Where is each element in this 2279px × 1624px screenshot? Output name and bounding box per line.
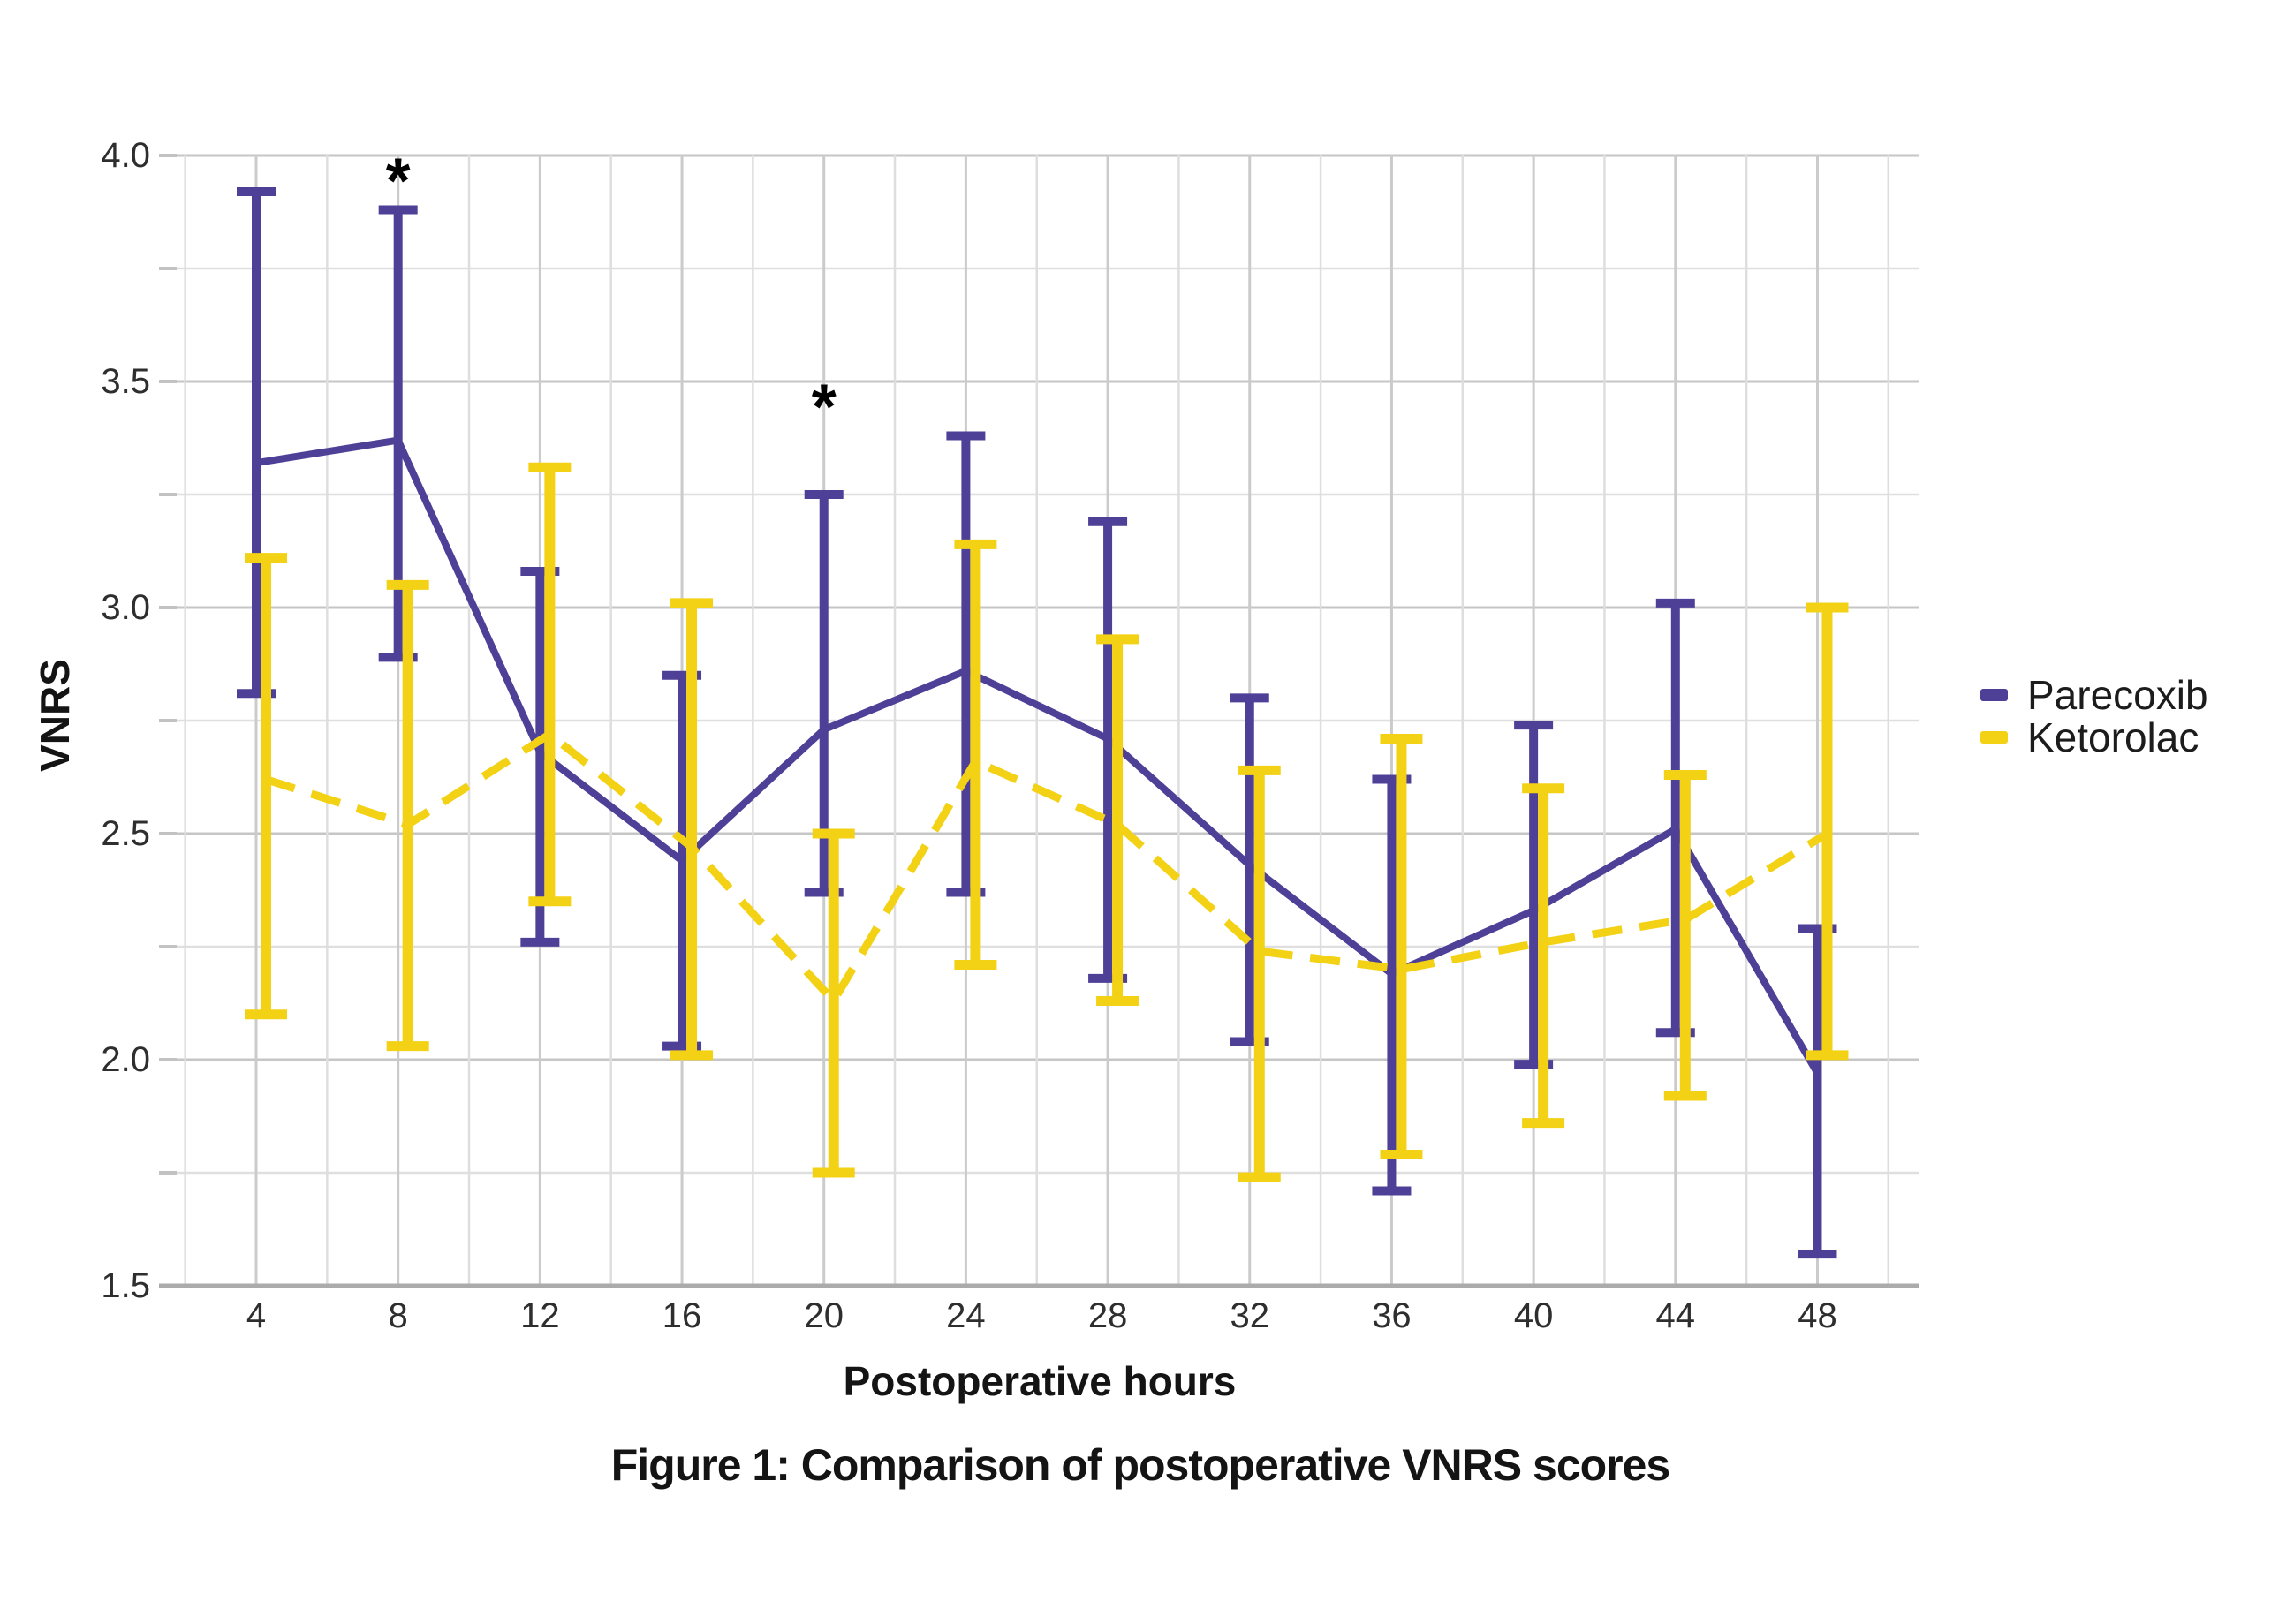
legend: Parecoxib Ketorolac bbox=[1980, 672, 2208, 760]
x-tick-label: 12 bbox=[520, 1296, 560, 1335]
y-tick-label: 1.5 bbox=[101, 1266, 150, 1305]
y-axis-title: VNRS bbox=[32, 659, 78, 772]
grid bbox=[177, 154, 1919, 1286]
x-tick-label: 8 bbox=[389, 1296, 408, 1335]
figure-caption: Figure 1: Comparison of postoperative VN… bbox=[611, 1440, 1670, 1490]
legend-label-ketorolac: Ketorolac bbox=[2027, 714, 2199, 760]
x-tick-label: 40 bbox=[1514, 1296, 1554, 1335]
x-tick-label: 4 bbox=[246, 1296, 266, 1335]
x-tick-label: 28 bbox=[1088, 1296, 1128, 1335]
axes: 4.03.53.02.52.01.54 8 12 16 20 24 28 32 36 40 44 48 bbox=[101, 136, 1919, 1335]
y-tick-label: 2.5 bbox=[101, 814, 150, 853]
legend-swatch-parecoxib bbox=[1980, 689, 2008, 701]
y-tick-label: 4.0 bbox=[101, 136, 150, 175]
x-tick-label: 16 bbox=[662, 1296, 702, 1335]
x-tick-label: 24 bbox=[946, 1296, 986, 1335]
y-tick-label: 2.0 bbox=[101, 1040, 150, 1079]
x-axis-title: Postoperative hours bbox=[844, 1358, 1237, 1404]
y-tick-label: 3.5 bbox=[101, 362, 150, 401]
x-tick-label: 36 bbox=[1372, 1296, 1412, 1335]
ketorolac-line bbox=[264, 729, 1829, 1005]
parecoxib-line bbox=[255, 436, 1821, 1076]
series bbox=[237, 186, 1849, 1259]
x-tick-label: 48 bbox=[1798, 1296, 1837, 1335]
significance-markers: ** bbox=[386, 146, 837, 442]
parecoxib-series bbox=[237, 186, 1837, 1259]
x-tick-label: 32 bbox=[1230, 1296, 1270, 1335]
significance-asterisk: * bbox=[812, 372, 837, 442]
x-tick-label: 20 bbox=[804, 1296, 844, 1335]
legend-label-parecoxib: Parecoxib bbox=[2027, 672, 2208, 718]
ketorolac-series bbox=[245, 462, 1849, 1182]
y-tick-label: 3.0 bbox=[101, 588, 150, 627]
significance-asterisk: * bbox=[386, 146, 411, 216]
legend-swatch-ketorolac bbox=[1980, 731, 2008, 744]
x-tick-label: 44 bbox=[1656, 1296, 1696, 1335]
